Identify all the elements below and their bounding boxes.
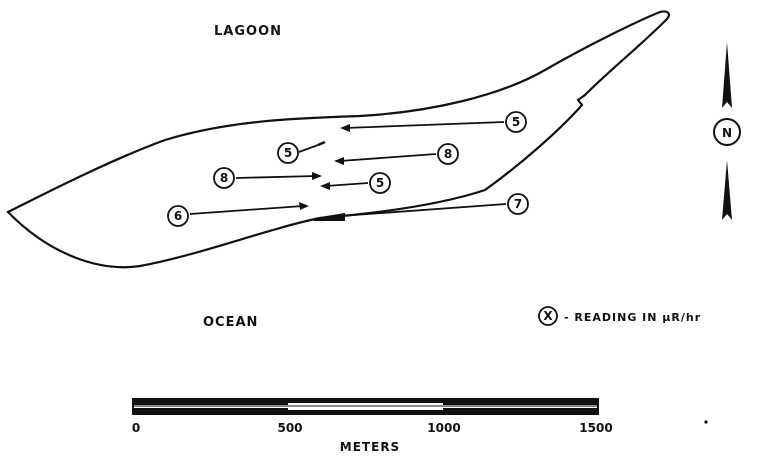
reading-value: 7 xyxy=(514,197,522,211)
reading-value: 5 xyxy=(376,176,384,190)
north-arrow: N xyxy=(713,42,741,220)
scale-bar-segment xyxy=(133,399,288,405)
scale-bar-segment xyxy=(288,410,443,414)
scale-unit-label: METERS xyxy=(340,440,400,454)
scale-bar-segment xyxy=(288,399,443,403)
scale-bar-segment xyxy=(133,408,288,414)
north-label: N xyxy=(722,126,732,140)
reading-marker: 6 xyxy=(167,202,309,227)
reading-value: 5 xyxy=(284,146,292,160)
reading-value: 6 xyxy=(174,209,182,223)
scale-bar-segment xyxy=(443,408,598,414)
north-arrow-bottom xyxy=(722,160,732,220)
reading-marker: 5 xyxy=(320,172,391,194)
reading-marker: 5 xyxy=(277,140,326,164)
north-arrow-top xyxy=(722,42,732,108)
scale-tick-label: 1000 xyxy=(427,421,460,435)
scale-tick-label: 1500 xyxy=(579,421,612,435)
lagoon-label: LAGOON xyxy=(214,24,282,39)
reading-marker: 8 xyxy=(334,143,459,165)
stray-dot xyxy=(704,420,708,424)
reading-value: 8 xyxy=(220,171,228,185)
reading-value: 8 xyxy=(444,147,452,161)
reading-marker: 5 xyxy=(340,111,527,133)
scale-tick-label: 500 xyxy=(277,421,302,435)
reading-value: 5 xyxy=(512,115,520,129)
scale-tick-label: 0 xyxy=(132,421,140,435)
legend-symbol: X xyxy=(543,309,553,323)
north-circle xyxy=(713,118,741,146)
legend-text: - READING IN μR/hr xyxy=(564,311,701,324)
reading-marker: 7 xyxy=(314,193,529,221)
reading-marker: 8 xyxy=(213,167,322,189)
legend: X - READING IN μR/hr xyxy=(538,306,701,326)
scale-bar-segment xyxy=(443,399,598,405)
legend-symbol-circle xyxy=(538,306,558,326)
island-outline xyxy=(6,10,670,269)
ocean-label: OCEAN xyxy=(203,315,258,330)
scale-bar: 0 500 1000 1500 METERS xyxy=(132,398,613,454)
